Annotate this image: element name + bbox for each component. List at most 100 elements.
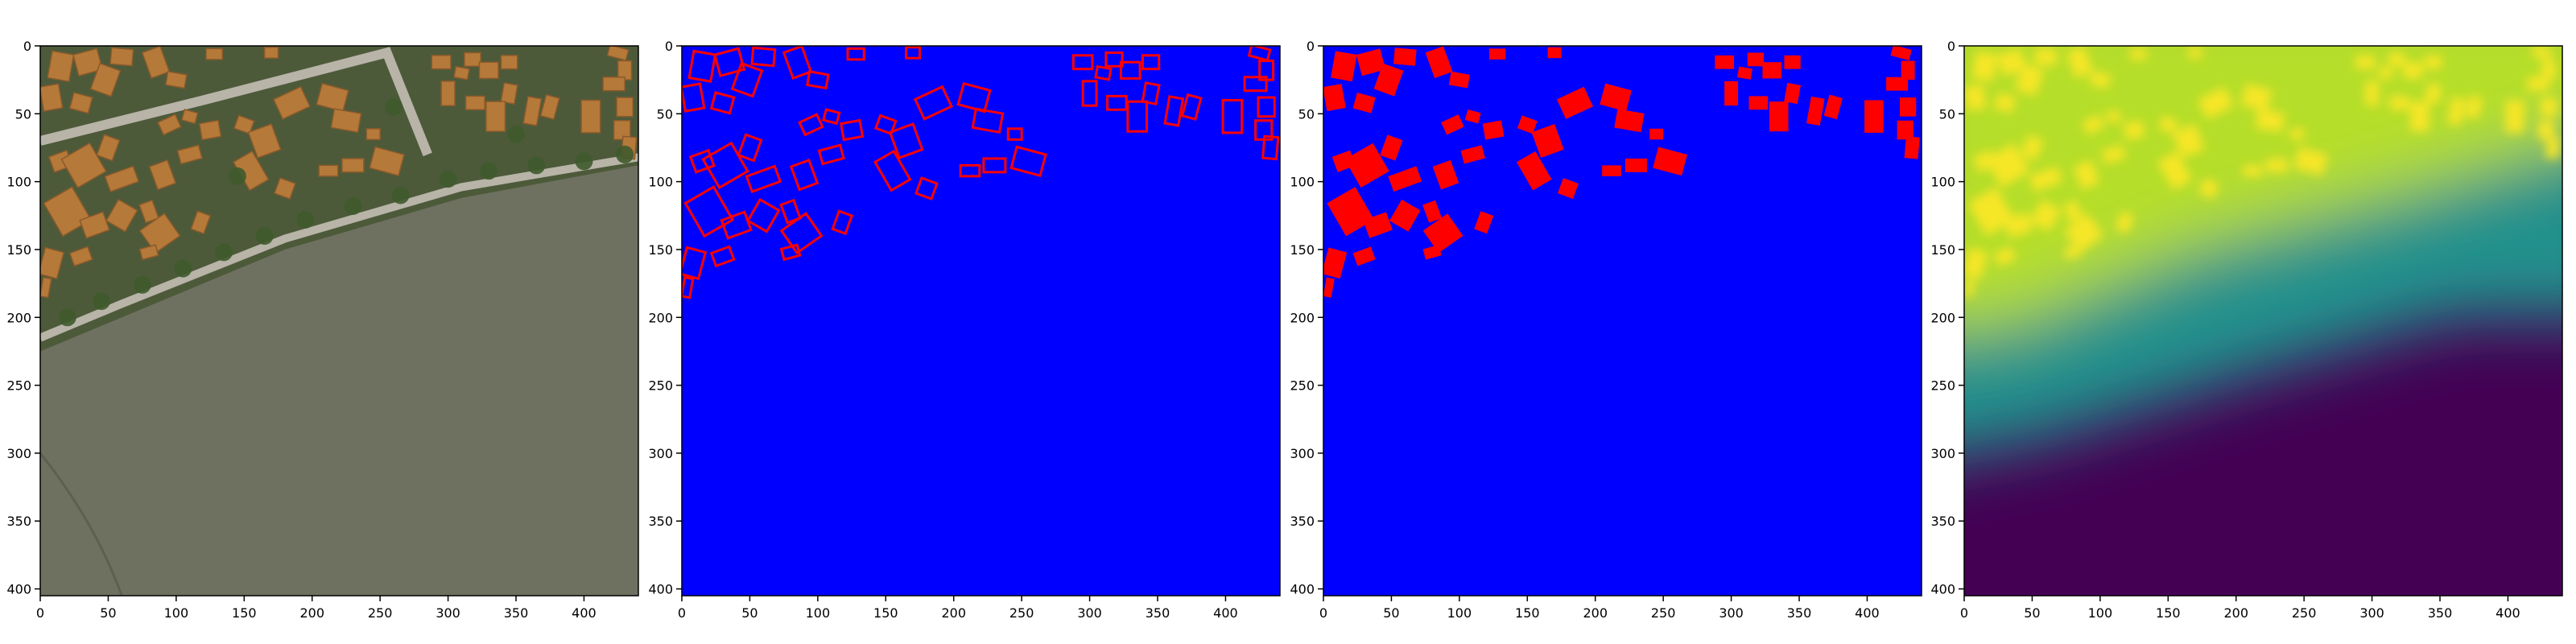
x-tick-label: 150 [873,605,898,621]
tree-10 [480,162,498,180]
building-outline-12 [839,118,865,142]
building-outline-42 [1081,80,1098,107]
roof-15 [272,85,311,120]
x-tick-label: 150 [232,605,257,621]
axes-frame [1323,45,1922,597]
building-outline-36 [779,212,824,255]
roof-17 [330,108,362,134]
y-tick-label: 200 [648,310,673,325]
distance-peak-30 [1967,187,2016,237]
building-outline-9 [905,46,922,60]
roof-51 [580,99,601,134]
distance-peak-32 [1964,247,1988,279]
distance-peak-10 [2082,114,2105,135]
roof-40 [431,55,452,70]
building-mask-3 [1373,63,1404,97]
building-outline-47 [1106,94,1128,111]
x-tick-label: 50 [2024,605,2040,621]
y-tick-label: 100 [1290,175,1315,190]
y-tick-label: 150 [1290,242,1315,258]
roof-13 [233,114,255,135]
roof-0 [47,50,75,83]
x-tick-label: 0 [1319,605,1327,621]
x-tick-label: 200 [941,605,966,621]
roof-42 [440,80,456,106]
y-tick-label: 250 [648,378,673,394]
distance-peak-57 [2545,136,2561,159]
coastal-road [40,153,638,342]
roof-44 [478,61,499,80]
distance-peak-29 [2198,178,2219,200]
tree-16 [507,125,526,143]
y-tick-label: 250 [1290,378,1315,394]
y-tick-label: 100 [6,175,31,190]
building-outline-32 [682,246,708,281]
building-outline-26 [789,158,819,192]
x-tick-label: 0 [36,605,44,621]
plot-area [1964,46,2562,596]
x-tick-label: 400 [1855,605,1880,621]
roof-47 [464,95,485,111]
distance-peak-55 [2540,97,2557,117]
tree-0 [58,308,76,327]
distance-peak-17 [2255,109,2285,133]
roof-34 [105,198,138,233]
distance-peak-27 [2101,145,2126,164]
building-mask-47 [1748,96,1769,110]
building-mask-18 [1649,128,1664,140]
building-mask-39 [1323,277,1335,298]
distance-peak-36 [2063,213,2104,254]
building-mask-11 [1464,109,1481,124]
x-tick-label: 50 [1383,605,1399,621]
y-tick-label: 0 [23,39,31,54]
tree-4 [214,243,233,262]
y-tick-label: 50 [1298,106,1315,122]
building-outline-5 [709,91,736,115]
building-outline-14 [888,122,924,160]
building-mask-31 [1363,212,1393,238]
distance-peak-12 [2123,120,2145,140]
y-tick-label: 150 [6,242,31,258]
distance-peak-53 [2541,60,2556,80]
tree-2 [133,275,151,294]
y-tick-label: 50 [15,106,31,122]
distance-peak-19 [2293,147,2329,176]
building-outline-10 [798,113,824,137]
building-outline-23 [701,141,749,190]
roof-6 [141,46,171,80]
roof-27 [176,144,203,165]
x-tick-label: 200 [1583,605,1608,621]
roof-3 [89,62,122,97]
roof-20 [341,158,365,173]
building-mask-30 [1327,187,1375,237]
y-tick-label: 200 [6,310,31,325]
building-mask-29 [1557,178,1579,200]
y-tick-label: 300 [6,446,31,461]
building-outline-21 [959,163,981,178]
building-mask-19 [1653,147,1688,176]
building-mask-2 [1393,47,1417,66]
distance-peak-35 [2063,200,2083,223]
roof-52 [606,46,630,61]
roof-25 [104,165,140,193]
distance-peak-11 [2105,109,2122,124]
building-mask-24 [1380,134,1403,161]
building-mask-45 [1784,55,1801,69]
roof-8 [205,47,224,60]
building-outline-1 [713,47,746,78]
building-outline-35 [779,198,802,225]
roof-37 [138,244,159,261]
building-outline-55 [1257,96,1276,118]
mudflat-channel [40,452,123,596]
distance-peak-50 [2464,94,2483,120]
building-mask-38 [1474,211,1494,234]
tree-12 [575,152,593,171]
building-outline-49 [1163,95,1185,127]
x-tick-label: 350 [504,605,529,621]
roof-14 [247,123,282,159]
building-mask-5 [1352,92,1376,114]
x-tick-label: 300 [2359,605,2384,621]
tree-3 [174,259,192,278]
x-tick-label: 150 [1515,605,1540,621]
building-outline-20 [982,157,1007,174]
